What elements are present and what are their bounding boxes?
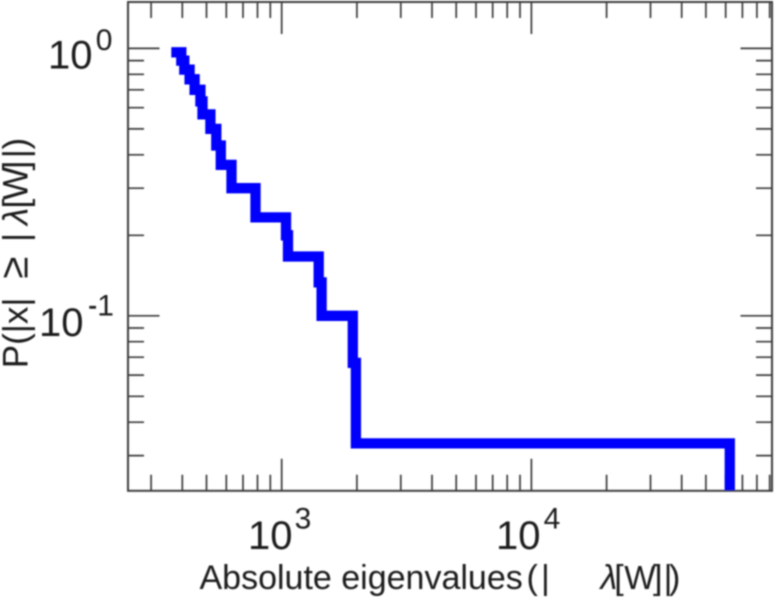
svg-text:10: 10 [496,514,541,558]
svg-text:[: [ [614,559,624,597]
svg-text:P(|x|: P(|x| [0,298,36,369]
svg-text:(: ( [527,559,539,597]
svg-text:W: W [624,559,656,596]
svg-text:0: 0 [96,24,113,57]
svg-text:4: 4 [544,503,561,536]
svg-text:|: | [0,233,36,242]
svg-text:[: [ [0,199,36,209]
svg-text:3: 3 [295,503,312,536]
svg-text:Absolute eigenvalues: Absolute eigenvalues [200,559,523,597]
svg-text:1: 1 [97,290,114,323]
svg-text:≥: ≥ [0,257,37,279]
svg-text:λ: λ [0,208,36,227]
svg-text:W: W [0,167,36,200]
svg-text:|: | [0,149,36,158]
svg-text:]: ] [653,559,662,597]
svg-text:10: 10 [48,34,93,78]
svg-text:]: ] [0,161,36,171]
svg-text:λ: λ [599,559,618,597]
svg-text:|: | [541,559,550,597]
svg-text:10: 10 [248,514,293,558]
svg-text:10: 10 [39,301,84,345]
svg-text:): ) [0,138,36,150]
svg-text:|: | [664,559,673,597]
svg-text:): ) [669,559,680,597]
